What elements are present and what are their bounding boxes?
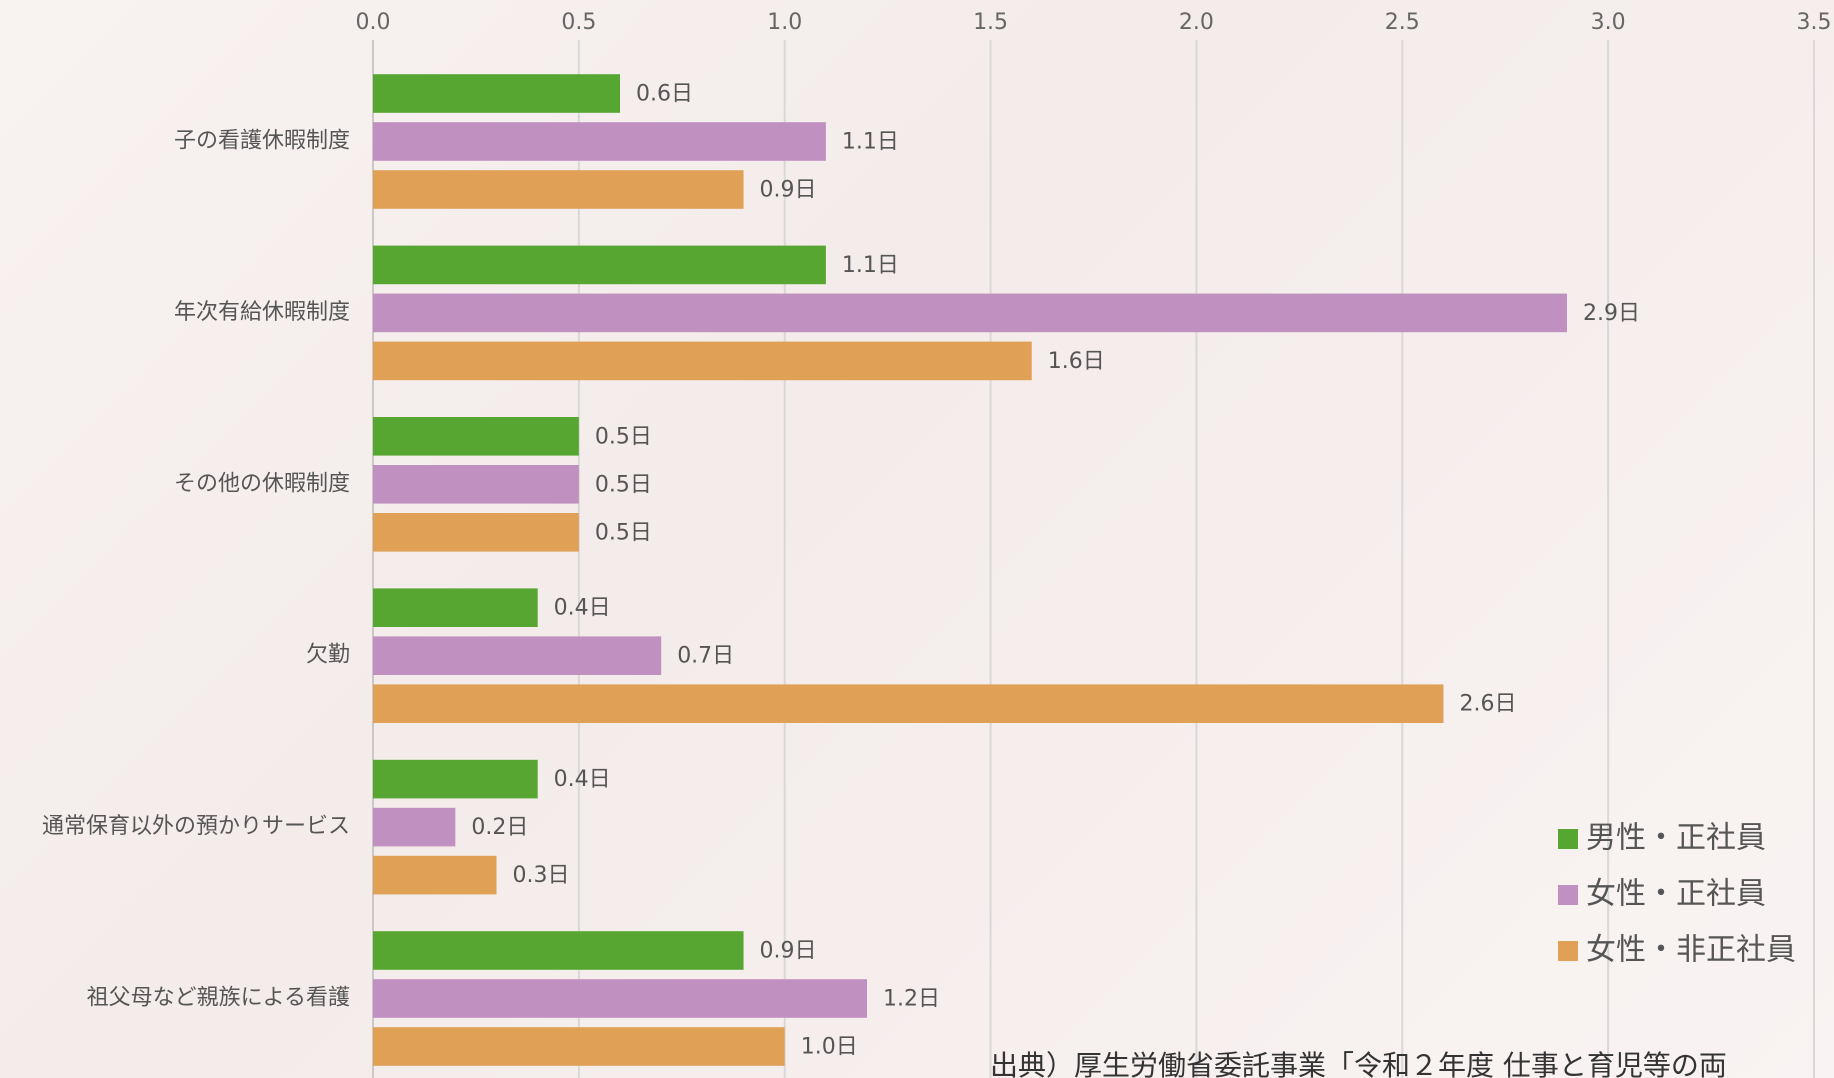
bar [373,979,867,1018]
x-tick-label: 1.5 [973,10,1008,35]
bar [373,170,744,209]
legend-label: 女性・非正社員 [1586,933,1796,968]
y-tick-label: 欠勤 [306,643,350,668]
value-label: 2.9日 [1583,301,1640,326]
bar [373,417,579,456]
value-label: 0.5日 [595,424,652,449]
bar [373,465,579,504]
legend-swatch [1558,941,1578,961]
bar [373,808,455,847]
legend-swatch [1558,885,1578,905]
value-label: 0.5日 [595,520,652,545]
bar [373,684,1443,723]
chart: 出典）厚生労働省委託事業「令和２年度 仕事と育児等の両 0.0 0.5 1.0 1.5… [0,0,1834,1078]
value-label: 1.0日 [801,1035,858,1060]
value-label: 1.1日 [842,130,899,155]
y-tick-label: 年次有給休暇制度 [174,300,350,325]
value-label: 1.2日 [883,987,940,1012]
bar [373,856,497,895]
bar [373,513,579,552]
legend-swatch [1558,829,1578,849]
value-label: 1.6日 [1048,349,1105,374]
x-tick-label: 2.5 [1385,10,1420,35]
y-tick-label: 子の看護休暇制度 [174,129,350,154]
x-tick-label: 1.0 [767,10,802,35]
value-label: 0.4日 [554,596,611,621]
bar [373,760,538,799]
value-label: 0.3日 [513,863,570,888]
value-label: 2.6日 [1459,692,1516,717]
value-label: 0.6日 [636,82,693,107]
bar [373,342,1032,381]
x-tick-label: 0.0 [356,10,391,35]
x-tick-label: 3.0 [1591,10,1626,35]
value-label: 0.5日 [595,472,652,497]
value-label: 0.4日 [554,767,611,792]
x-tick-label: 3.5 [1797,10,1832,35]
value-label: 0.9日 [760,178,817,203]
bar [373,246,826,285]
bar [373,931,744,970]
bar [373,122,826,161]
x-tick-label: 2.0 [1179,10,1214,35]
x-tick-label: 0.5 [561,10,596,35]
bar [373,294,1567,333]
legend-label: 女性・正社員 [1586,877,1766,912]
source-note: 出典）厚生労働省委託事業「令和２年度 仕事と育児等の両 [990,1049,1727,1078]
value-label: 0.9日 [760,939,817,964]
bar [373,588,538,627]
y-tick-label: 祖父母など親族による看護 [87,986,350,1011]
value-label: 1.1日 [842,253,899,278]
bars [373,74,1567,1066]
value-label: 0.7日 [677,644,734,669]
y-tick-label: 通常保育以外の預かりサービス [42,814,350,839]
bar [373,74,620,113]
value-label: 0.2日 [471,815,528,840]
bar [373,636,661,675]
y-tick-label: その他の休暇制度 [174,471,350,496]
bar [373,1027,785,1066]
legend-label: 男性・正社員 [1586,821,1766,856]
